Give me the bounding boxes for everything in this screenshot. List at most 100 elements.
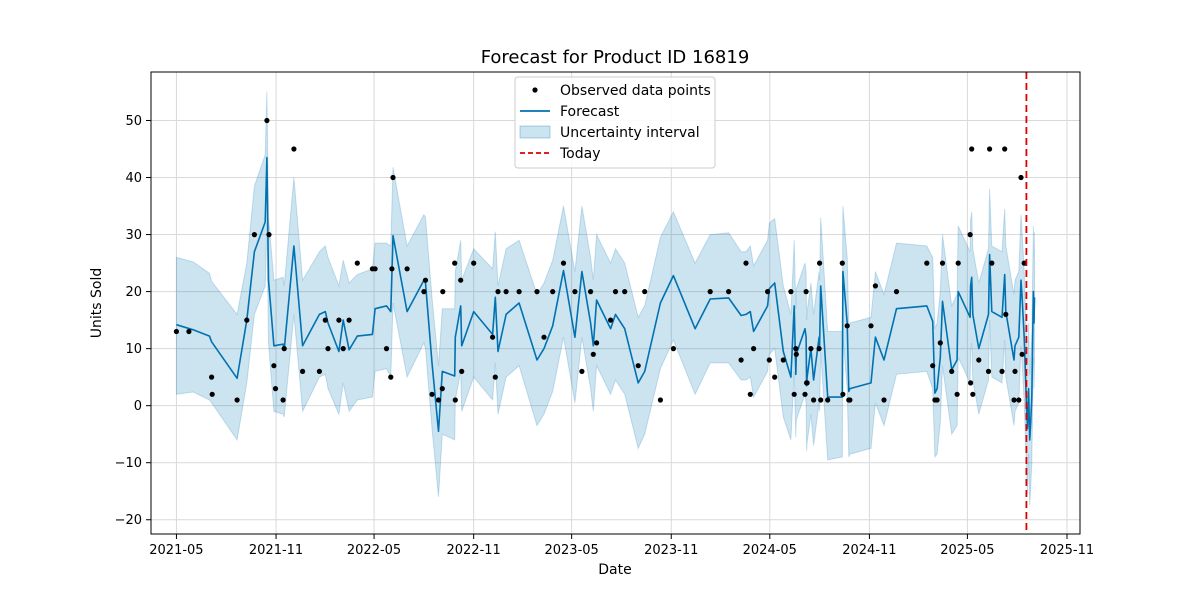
observed-point	[868, 323, 874, 329]
observed-point	[872, 283, 879, 289]
x-tick-label: 2022-11	[446, 543, 500, 558]
observed-point	[939, 260, 946, 266]
x-tick-label: 2025-11	[1040, 543, 1094, 558]
observed-point	[1018, 174, 1024, 181]
observed-point	[844, 323, 850, 329]
observed-point	[421, 289, 427, 295]
observed-point	[930, 363, 936, 369]
observed-point	[976, 357, 982, 363]
observed-point	[924, 260, 930, 266]
observed-point	[291, 146, 297, 152]
uncertainty-band-layer	[175, 91, 1035, 506]
observed-point	[793, 351, 799, 357]
observed-point	[429, 391, 435, 397]
observed-point	[949, 368, 955, 374]
observed-point	[244, 317, 250, 323]
x-tick-label: 2022-05	[347, 543, 401, 558]
observed-point	[1016, 397, 1022, 403]
legend-marker-observed	[532, 87, 538, 93]
observed-point	[987, 146, 993, 152]
observed-point	[271, 363, 277, 369]
observed-point	[726, 289, 732, 295]
legend-label: Observed data points	[560, 83, 711, 99]
observed-point	[804, 380, 810, 386]
x-tick-label: 2024-11	[842, 543, 896, 558]
observed-point	[516, 289, 522, 295]
observed-point	[471, 260, 477, 266]
observed-point	[893, 289, 900, 295]
observed-point	[579, 368, 585, 374]
observed-point	[272, 386, 279, 392]
observed-point	[816, 346, 822, 352]
observed-point	[881, 397, 887, 403]
y-tick-label: 50	[125, 114, 142, 129]
observed-point	[808, 346, 814, 352]
observed-point	[989, 260, 995, 266]
observed-point	[404, 266, 410, 272]
x-tick-label: 2021-11	[249, 543, 303, 558]
observed-point	[389, 266, 395, 272]
y-tick-label: 20	[125, 285, 142, 300]
observed-point	[534, 289, 540, 295]
x-tick-label: 2024-05	[743, 543, 797, 558]
observed-point	[968, 380, 974, 386]
observed-point	[340, 346, 346, 352]
observed-point	[490, 334, 496, 340]
observed-point	[954, 391, 960, 397]
observed-point	[594, 340, 600, 346]
observed-point	[955, 260, 961, 266]
observed-point	[388, 374, 394, 380]
legend-marker-band	[519, 125, 551, 139]
observed-point	[422, 277, 429, 283]
observed-point	[1012, 368, 1018, 374]
observed-point	[847, 397, 853, 403]
observed-point	[234, 397, 240, 403]
x-tick-label: 2025-05	[940, 543, 994, 558]
observed-point	[670, 346, 677, 352]
x-axis-label: Date	[598, 562, 631, 578]
observed-point	[802, 391, 808, 397]
observed-points-layer	[173, 117, 1027, 403]
observed-point	[970, 391, 976, 397]
observed-point	[788, 289, 794, 295]
observed-point	[209, 374, 215, 380]
observed-point	[251, 232, 257, 238]
observed-point	[264, 117, 270, 124]
observed-point	[316, 368, 322, 374]
observed-point	[642, 289, 648, 295]
observed-point	[186, 328, 192, 335]
observed-point	[452, 397, 458, 403]
observed-point	[435, 397, 442, 403]
observed-point	[346, 317, 352, 323]
observed-point	[1019, 351, 1025, 357]
x-axis-ticks: 2021-05 2021-11 2022-05 2022-11 2023-05 2023-…	[149, 534, 1094, 558]
observed-point	[622, 289, 628, 295]
observed-point	[840, 391, 846, 397]
forecast-line-layer	[176, 156, 1036, 441]
observed-point	[541, 334, 547, 340]
observed-point	[747, 391, 753, 397]
observed-point	[772, 374, 778, 380]
observed-point	[825, 397, 831, 403]
observed-point	[588, 289, 594, 295]
observed-point	[495, 289, 501, 295]
observed-point	[766, 357, 772, 363]
chart-title: Forecast for Product ID 16819	[481, 47, 750, 68]
observed-point	[336, 317, 342, 323]
y-tick-label: 30	[125, 228, 142, 243]
observed-point	[793, 346, 799, 352]
observed-point	[372, 266, 378, 272]
observed-point	[811, 397, 817, 403]
legend-label: Forecast	[560, 104, 620, 120]
x-tick-label: 2023-11	[644, 543, 698, 558]
observed-point	[635, 363, 641, 369]
observed-point	[440, 289, 446, 295]
observed-point	[751, 346, 757, 352]
legend-label: Uncertainty interval	[560, 125, 700, 141]
observed-point	[657, 397, 664, 403]
observed-point	[383, 346, 390, 352]
observed-point	[550, 289, 556, 295]
x-tick-label: 2021-05	[149, 543, 203, 558]
legend-label: Today	[559, 146, 601, 162]
